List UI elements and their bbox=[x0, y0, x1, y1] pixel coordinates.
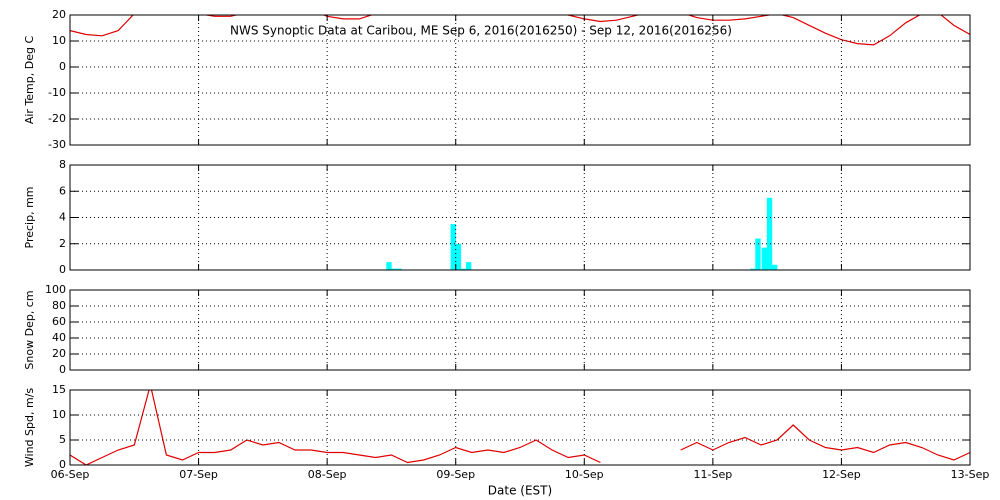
y-tick-label: 0 bbox=[59, 458, 66, 471]
plot-area bbox=[70, 15, 970, 46]
data-line bbox=[70, 390, 970, 465]
plot-frame bbox=[69, 14, 971, 146]
bar bbox=[750, 268, 756, 270]
bar bbox=[460, 268, 467, 270]
bar bbox=[761, 247, 768, 270]
bar bbox=[755, 238, 761, 270]
y-tick-label: 100 bbox=[45, 283, 66, 296]
plot-area bbox=[70, 390, 970, 465]
y-tick-label: 4 bbox=[59, 211, 66, 224]
y-tick-label: 10 bbox=[52, 34, 66, 47]
y-axis-label: Precip, mm bbox=[23, 187, 36, 249]
y-tick-label: 0 bbox=[59, 60, 66, 73]
x-tick-label: 11-Sep bbox=[694, 468, 733, 481]
chart-title: NWS Synoptic Data at Caribou, ME Sep 6, … bbox=[230, 24, 732, 38]
y-tick-label: 15 bbox=[52, 383, 66, 396]
y-tick-label: 2 bbox=[59, 237, 66, 250]
x-tick-label: 07-Sep bbox=[179, 468, 218, 481]
plot-frame bbox=[69, 164, 971, 271]
bar bbox=[455, 243, 462, 270]
x-tick-label: 10-Sep bbox=[565, 468, 604, 481]
bar bbox=[450, 224, 456, 270]
x-tick-label: 12-Sep bbox=[822, 468, 861, 481]
y-tick-label: 6 bbox=[59, 184, 66, 197]
x-tick-label: 06-Sep bbox=[51, 468, 90, 481]
y-tick-label: 5 bbox=[59, 433, 66, 446]
y-tick-label: 0 bbox=[59, 363, 66, 376]
x-tick-label: 08-Sep bbox=[308, 468, 347, 481]
y-tick-label: -10 bbox=[48, 86, 66, 99]
bar bbox=[396, 268, 402, 270]
plot-area bbox=[386, 197, 778, 270]
bar bbox=[386, 262, 392, 270]
y-axis-label: Wind Spd, m/s bbox=[23, 388, 36, 468]
x-tick-label: 09-Sep bbox=[436, 468, 475, 481]
y-axis-label: Air Temp, Deg C bbox=[23, 36, 36, 125]
y-tick-label: -30 bbox=[48, 138, 66, 151]
x-tick-label: 13-Sep bbox=[951, 468, 990, 481]
bar bbox=[766, 197, 773, 270]
y-axis-label: Snow Dep, cm bbox=[23, 290, 36, 369]
bar bbox=[466, 262, 472, 270]
y-tick-label: 80 bbox=[52, 299, 66, 312]
y-tick-label: 8 bbox=[59, 158, 66, 171]
bar bbox=[772, 264, 778, 270]
y-tick-label: 40 bbox=[52, 331, 66, 344]
x-axis-label: Date (EST) bbox=[488, 484, 552, 498]
plot-frame bbox=[69, 289, 971, 371]
y-tick-label: -20 bbox=[48, 112, 66, 125]
data-line bbox=[70, 15, 970, 46]
plot-frame bbox=[69, 389, 971, 466]
y-tick-label: 0 bbox=[59, 263, 66, 276]
bar bbox=[391, 268, 397, 270]
y-tick-label: 20 bbox=[52, 8, 66, 21]
y-tick-label: 60 bbox=[52, 315, 66, 328]
y-tick-label: 20 bbox=[52, 347, 66, 360]
y-tick-label: 10 bbox=[52, 408, 66, 421]
